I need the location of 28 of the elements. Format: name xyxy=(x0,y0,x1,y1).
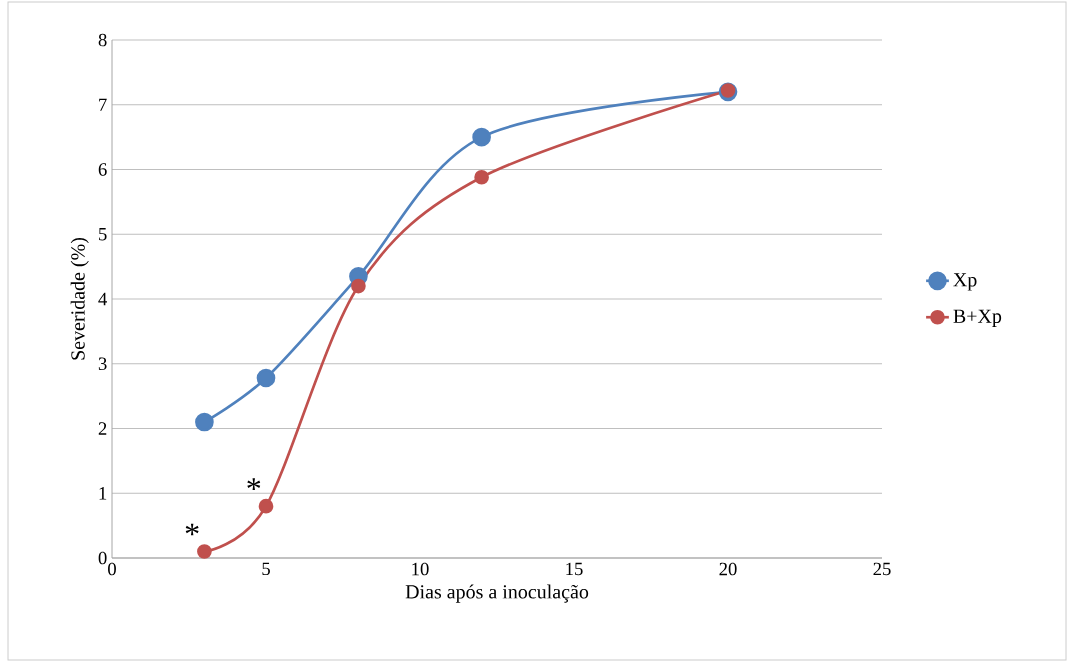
y-tick-label: 1 xyxy=(99,487,107,500)
y-tick-label: 7 xyxy=(99,98,107,111)
point xyxy=(472,127,491,147)
legend-label: Xp xyxy=(953,273,977,291)
y-tick-label: 6 xyxy=(98,163,107,176)
y-tick-label: 2 xyxy=(98,422,107,435)
point xyxy=(197,544,212,559)
y-axis-title: Severidade (%) xyxy=(70,237,89,360)
y-tick-label: 8 xyxy=(98,33,107,47)
y-tick-label: 4 xyxy=(98,292,108,306)
x-axis-title: Dias após a inoculação xyxy=(405,584,589,603)
x-tick-label: 20 xyxy=(719,562,737,576)
point xyxy=(256,368,276,388)
point xyxy=(258,498,274,514)
legend-label: B+Xp xyxy=(953,309,1002,328)
annotation: * xyxy=(247,478,261,491)
point xyxy=(195,412,214,432)
annotation: * xyxy=(185,523,199,536)
y-tick-label: 3 xyxy=(98,357,107,371)
x-tick-label: 0 xyxy=(108,562,116,576)
point xyxy=(351,278,366,294)
x-tick-label: 25 xyxy=(873,562,891,576)
point xyxy=(474,169,489,185)
x-tick-label: 10 xyxy=(412,562,429,576)
x-tick-label: 15 xyxy=(566,562,583,576)
x-tick-label: 5 xyxy=(262,562,270,576)
y-tick-label: 5 xyxy=(99,228,107,241)
y-tick-label: 0 xyxy=(98,551,107,565)
